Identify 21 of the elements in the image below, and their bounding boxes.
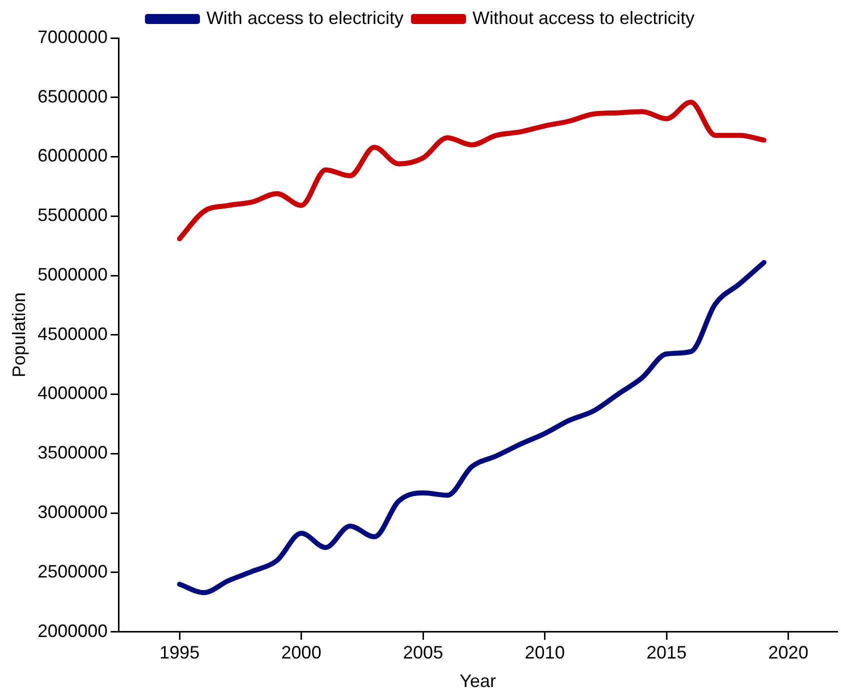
x-tick-label: 2005 bbox=[403, 642, 444, 663]
x-tick-label: 2020 bbox=[768, 642, 808, 663]
legend-label: Without access to electricity bbox=[472, 8, 695, 28]
y-tick-label: 4000000 bbox=[38, 383, 108, 404]
y-tick-label: 3000000 bbox=[38, 502, 108, 522]
y-tick-label: 3500000 bbox=[38, 442, 108, 463]
y-tick-label: 5000000 bbox=[38, 264, 108, 284]
x-axis-title: Year bbox=[460, 671, 496, 692]
y-tick-label: 4500000 bbox=[38, 324, 108, 344]
y-tick-label: 2000000 bbox=[38, 620, 108, 641]
legend-label: With access to electricity bbox=[206, 8, 404, 28]
x-tick-label: 2015 bbox=[646, 642, 687, 663]
x-tick-label: 2000 bbox=[281, 642, 322, 663]
y-tick-label: 7000000 bbox=[38, 26, 108, 47]
y-tick-label: 5500000 bbox=[38, 205, 108, 226]
y-tick-label: 6500000 bbox=[38, 86, 108, 106]
x-tick-label: 2010 bbox=[524, 642, 565, 663]
y-tick-label: 2500000 bbox=[38, 561, 108, 582]
x-tick-label: 1995 bbox=[160, 642, 200, 663]
y-tick-label: 6000000 bbox=[38, 146, 108, 166]
y-axis-title: Population bbox=[8, 292, 29, 378]
